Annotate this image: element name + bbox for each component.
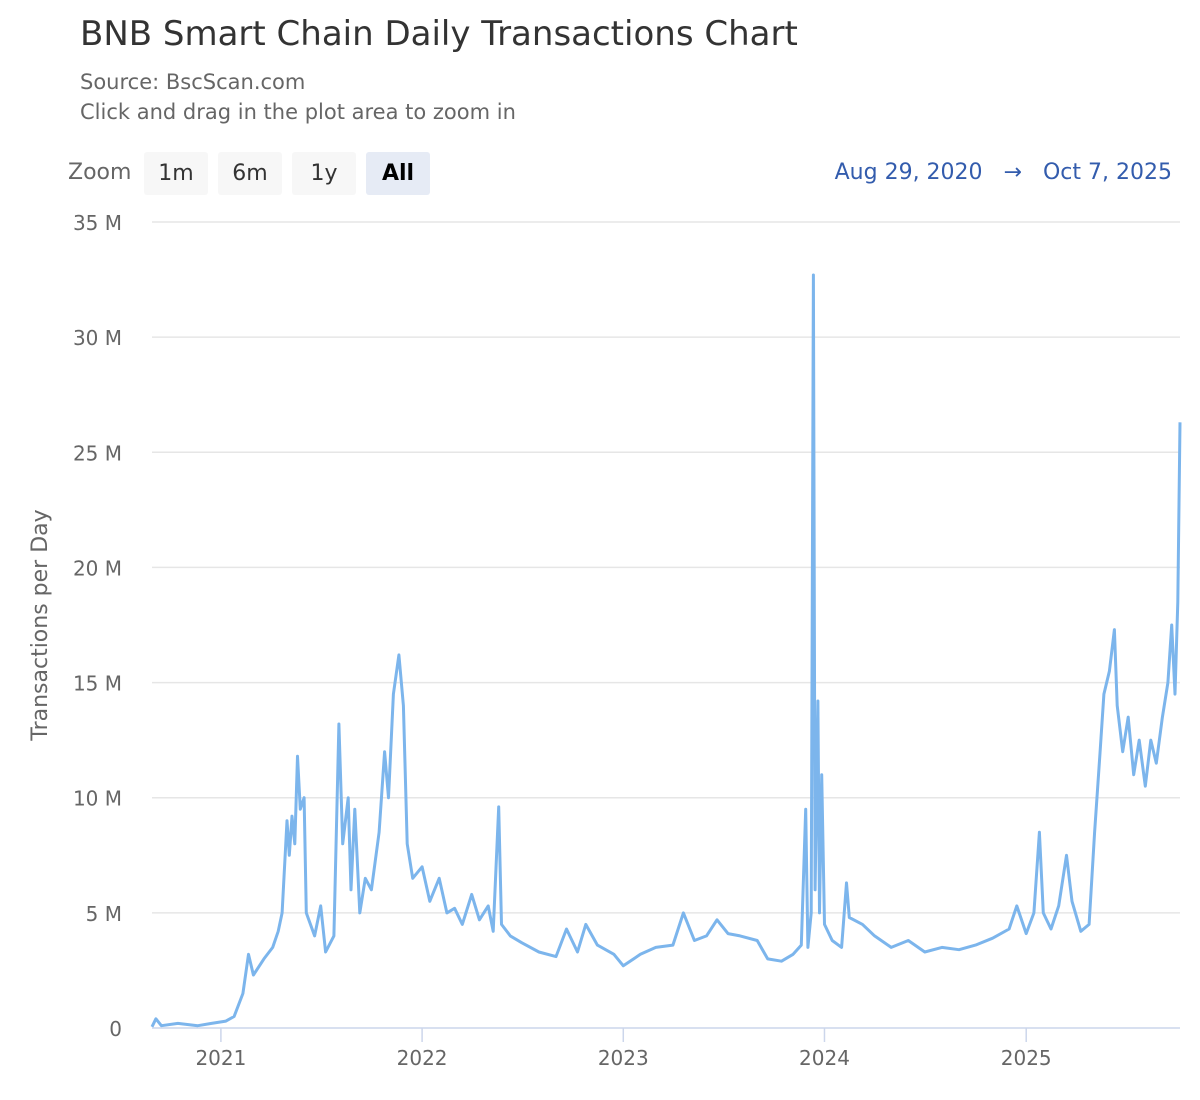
zoom-1m-button[interactable]: 1m [144, 152, 208, 195]
x-tick-label: 2024 [799, 1046, 850, 1070]
zoom-all-button[interactable]: All [366, 152, 430, 195]
y-tick-label: 35 M [73, 211, 122, 235]
y-axis-label: Transactions per Day [28, 509, 53, 741]
x-tick-label: 2021 [195, 1046, 246, 1070]
y-tick-label: 10 M [73, 787, 122, 811]
x-tick-label: 2022 [397, 1046, 448, 1070]
zoom-1y-button[interactable]: 1y [292, 152, 356, 195]
series-line [150, 273, 1182, 1028]
chart-hint: Click and drag in the plot area to zoom … [80, 100, 516, 124]
y-tick-label: 20 M [73, 556, 122, 580]
y-tick-label: 30 M [73, 326, 122, 350]
zoom-6m-button[interactable]: 6m [218, 152, 282, 195]
zoom-label: Zoom [68, 160, 132, 185]
date-range: Aug 29, 2020 → Oct 7, 2025 [835, 160, 1172, 185]
chart-title: BNB Smart Chain Daily Transactions Chart [80, 14, 798, 54]
y-tick-label: 5 M [86, 902, 122, 926]
range-arrow: → [1003, 160, 1022, 185]
x-tick-label: 2025 [1001, 1046, 1052, 1070]
x-tick-label: 2023 [598, 1046, 649, 1070]
y-tick-label: 15 M [73, 672, 122, 696]
range-to[interactable]: Oct 7, 2025 [1042, 160, 1172, 185]
chart-source: Source: BscScan.com [80, 70, 306, 94]
y-tick-label: 25 M [73, 441, 122, 465]
y-tick-label: 0 [109, 1017, 122, 1041]
range-from[interactable]: Aug 29, 2020 [834, 160, 983, 185]
